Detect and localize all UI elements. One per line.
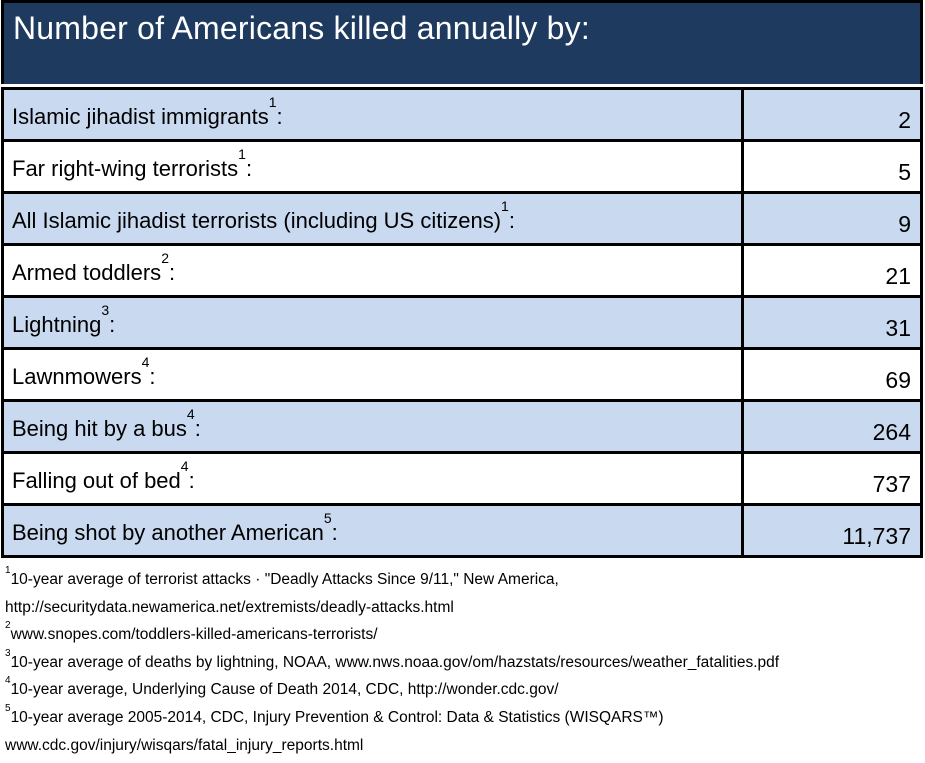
table-row: Falling out of bed4: 737: [1, 451, 923, 506]
footnote-line: 410-year average, Underlying Cause of De…: [5, 676, 920, 704]
row-label-text: Being hit by a bus: [12, 416, 187, 441]
row-label: Being shot by another American5:: [1, 503, 744, 558]
footnotes: 110-year average of terrorist attacks · …: [5, 564, 920, 760]
footnote-marker: 4: [180, 457, 189, 474]
row-label: Falling out of bed4:: [1, 451, 744, 506]
footnote-sup: 2: [5, 620, 11, 632]
footnote-text: www.cdc.gov/injury/wisqars/fatal_injury_…: [5, 736, 364, 754]
footnote-text: 10-year average of terrorist attacks · "…: [10, 571, 559, 588]
row-label-colon: :: [188, 468, 195, 493]
footnote-text: 10-year average 2005-2014, CDC, Injury P…: [10, 708, 664, 726]
row-label-colon: :: [194, 416, 201, 441]
footnote-marker: 5: [323, 509, 332, 526]
row-label: Islamic jihadist immigrants1:: [1, 87, 744, 142]
row-value: 264: [741, 399, 923, 454]
row-value: 11,737: [741, 503, 923, 558]
row-label: All Islamic jihadist terrorists (includi…: [1, 191, 744, 246]
row-value: 21: [741, 243, 923, 298]
row-label-colon: :: [331, 520, 338, 545]
table-row: Far right-wing terrorists1: 5: [1, 139, 923, 194]
row-label-colon: :: [245, 156, 253, 181]
row-value: 5: [741, 139, 923, 194]
footnote-sup: 5: [5, 702, 11, 714]
row-label-colon: :: [109, 312, 116, 337]
row-label: Lawnmowers4:: [1, 347, 744, 402]
footnote-marker: 2: [161, 249, 169, 266]
row-label-text: Armed toddlers: [12, 260, 162, 285]
footnote-line: 510-year average 2005-2014, CDC, Injury …: [5, 702, 920, 732]
row-value: 69: [741, 347, 923, 402]
footnote-text: http://securitydata.newamerica.net/extre…: [5, 598, 454, 616]
row-label-text: Islamic jihadist immigrants: [12, 104, 269, 129]
row-label-colon: :: [149, 364, 156, 389]
row-label: Lightning3:: [1, 295, 744, 350]
table-row: All Islamic jihadist terrorists (includi…: [1, 191, 923, 246]
footnote-sup: 3: [5, 647, 11, 659]
row-label-text: All Islamic jihadist terrorists (includi…: [12, 208, 502, 233]
row-label-text: Lightning: [12, 312, 102, 337]
table-row: Being hit by a bus4: 264: [1, 399, 923, 454]
table-row: Lawnmowers4: 69: [1, 347, 923, 402]
footnote-line: http://securitydata.newamerica.net/extre…: [5, 594, 920, 622]
footnote-text: 10-year average of deaths by lightning, …: [10, 653, 780, 671]
footnote-sup: 4: [5, 675, 11, 687]
footnote-marker: 1: [268, 93, 277, 110]
footnote-text: 10-year average, Underlying Cause of Dea…: [10, 681, 559, 699]
row-value: 31: [741, 295, 923, 350]
row-label-text: Being shot by another American: [12, 520, 324, 545]
row-value: 2: [741, 87, 923, 142]
table-row: Islamic jihadist immigrants1: 2: [1, 87, 923, 142]
row-label-text: Lawnmowers: [12, 364, 142, 389]
row-label: Far right-wing terrorists1:: [1, 139, 744, 194]
footnote-marker: 1: [501, 197, 509, 214]
footnote-line: www.cdc.gov/injury/wisqars/fatal_injury_…: [5, 732, 920, 760]
row-value: 9: [741, 191, 923, 246]
footnote-sup: 1: [5, 564, 11, 576]
row-label-colon: :: [508, 208, 515, 233]
footnote-marker: 3: [101, 301, 110, 318]
row-label-colon: :: [276, 104, 283, 129]
footnote-line: 110-year average of terrorist attacks · …: [5, 564, 920, 594]
row-value: 737: [741, 451, 923, 506]
table-row: Being shot by another American5: 11,737: [1, 503, 923, 558]
footnote-line: 2www.snopes.com/toddlers-killed-american…: [5, 621, 920, 649]
footnote-marker: 4: [141, 353, 150, 370]
footnote-line: 310-year average of deaths by lightning,…: [5, 647, 920, 677]
row-label: Being hit by a bus4:: [1, 399, 744, 454]
footnote-text: www.snopes.com/toddlers-killed-americans…: [10, 626, 378, 644]
table-row: Armed toddlers2: 21: [1, 243, 923, 298]
footnote-marker: 4: [186, 405, 195, 422]
row-label-colon: :: [168, 260, 176, 285]
fatalities-table: Islamic jihadist immigrants1: 2 Far righ…: [1, 87, 923, 558]
footnote-marker: 1: [238, 145, 246, 162]
table-row: Lightning3: 31: [1, 295, 923, 350]
row-label: Armed toddlers2:: [1, 243, 744, 298]
page-title: Number of Americans killed annually by:: [1, 0, 923, 84]
row-label-text: Falling out of bed: [12, 468, 181, 493]
row-label-text: Far right-wing terrorists: [12, 156, 239, 181]
